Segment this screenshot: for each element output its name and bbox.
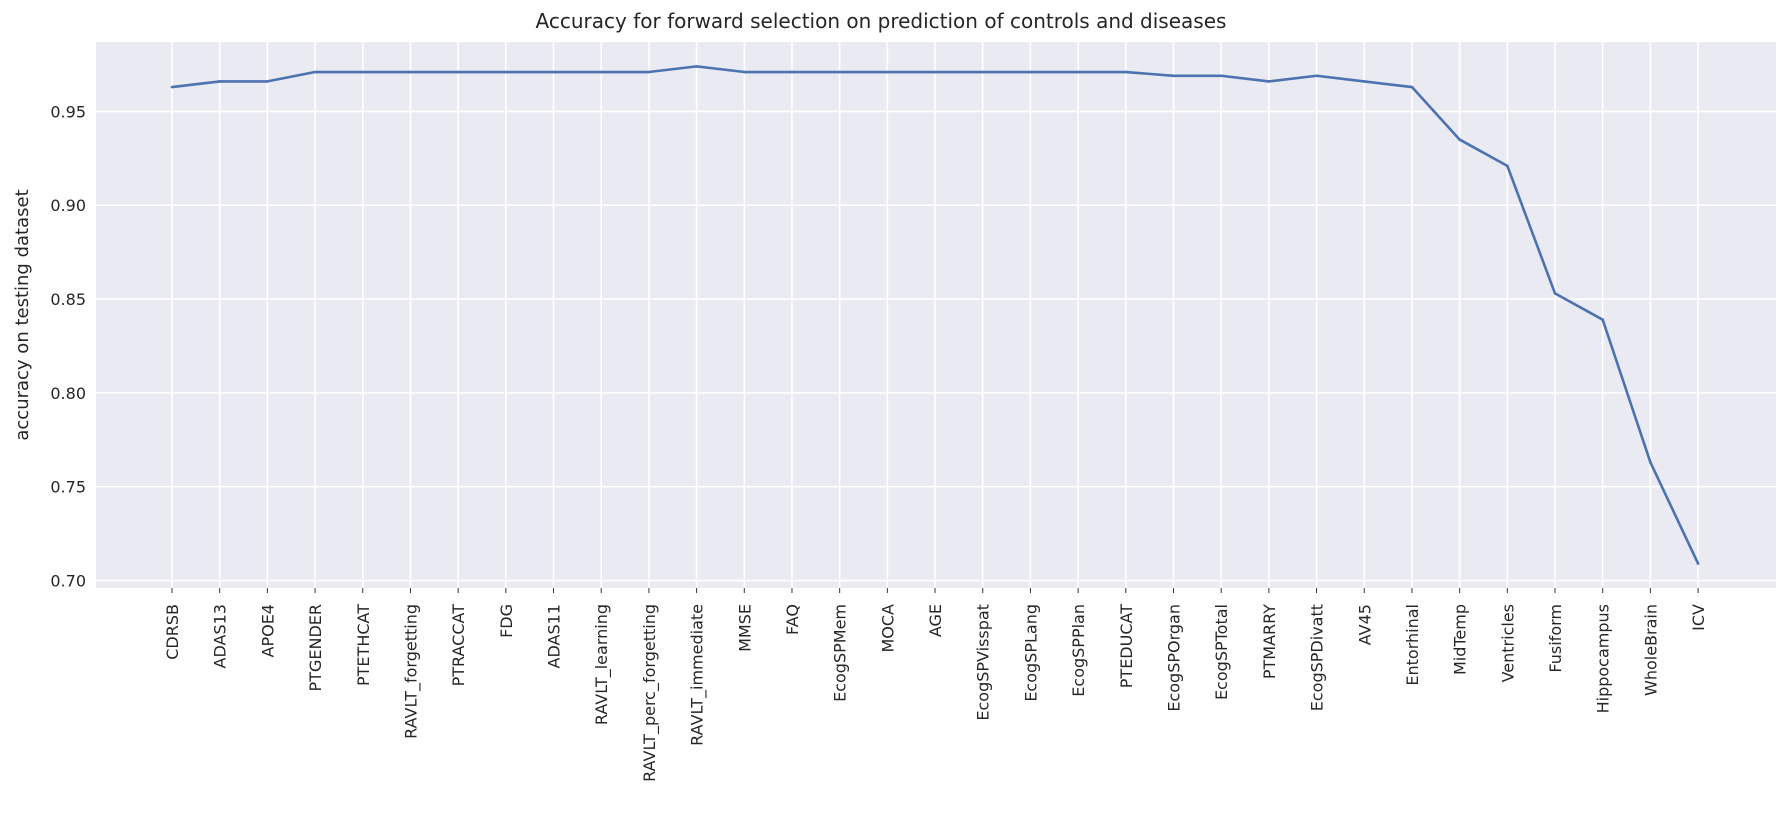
data-point	[1362, 80, 1366, 83]
x-tick-label: ADAS13	[211, 604, 230, 668]
data-point	[266, 80, 269, 83]
x-tick-label: RAVLT_perc_forgetting	[640, 604, 660, 782]
data-points	[170, 65, 1700, 565]
data-point	[1506, 164, 1509, 168]
data-point	[552, 70, 555, 74]
x-tick-label: FDG	[497, 604, 516, 638]
x-tick-label: EcogSPLang	[1021, 604, 1040, 702]
data-point	[409, 70, 412, 74]
grid-lines	[96, 42, 1776, 588]
data-point	[838, 70, 841, 74]
data-point	[1649, 460, 1652, 464]
data-point	[1076, 70, 1080, 74]
x-tick-label: PTRACCAT	[449, 604, 468, 687]
x-tick-label: EcogSPDivatt	[1308, 604, 1327, 711]
x-tick-label: MMSE	[735, 604, 754, 652]
y-tick-label: 0.95	[50, 102, 86, 121]
x-tick-label: Ventricles	[1498, 604, 1517, 682]
x-tick-label: ICV	[1689, 604, 1708, 631]
x-tick-label: RAVLT_immediate	[688, 604, 708, 746]
x-tick-label: EcogSPPlan	[1069, 604, 1088, 697]
data-point	[742, 70, 746, 74]
x-tick-label: PTMARRY	[1260, 604, 1279, 679]
x-tick-label: Hippocampus	[1594, 604, 1613, 713]
data-point	[933, 70, 937, 74]
data-point	[1267, 80, 1271, 83]
x-tick-label: EcogSPOrgan	[1164, 604, 1183, 712]
data-point	[1601, 318, 1604, 321]
x-tick-label: RAVLT_forgetting	[401, 604, 421, 739]
x-tick-label: Fusiform	[1546, 604, 1565, 673]
y-axis-label: accuracy on testing dataset	[12, 189, 33, 440]
data-point	[1219, 74, 1223, 78]
y-axis-ticks: 0.70 0.75 0.80 0.85 0.90 0.95	[50, 102, 86, 590]
data-point	[1124, 70, 1128, 74]
data-point	[361, 70, 365, 74]
x-tick-label: MidTemp	[1451, 604, 1470, 675]
plot-area	[96, 42, 1776, 588]
x-tick-label: EcogSPMem	[831, 604, 850, 702]
data-point	[981, 70, 985, 74]
y-tick-label: 0.70	[50, 571, 86, 590]
data-point	[790, 70, 794, 74]
data-point	[170, 85, 174, 89]
x-tick-label: EcogSPTotal	[1212, 604, 1231, 700]
x-tick-label: Entorhinal	[1403, 604, 1422, 686]
data-point	[504, 70, 508, 74]
data-point	[313, 70, 317, 74]
chart-title: Accuracy for forward selection on predic…	[536, 9, 1227, 33]
data-point	[218, 80, 221, 83]
x-tick-label: CDRSB	[163, 604, 182, 660]
x-tick-label: PTGENDER	[306, 604, 325, 691]
y-tick-label: 0.75	[50, 478, 86, 497]
x-tick-label: EcogSPVisspat	[974, 604, 993, 721]
data-point	[1410, 85, 1414, 89]
x-tick-label: RAVLT_learning	[592, 604, 612, 725]
x-tick-label: APOE4	[258, 604, 277, 657]
x-tick-label: FAQ	[783, 604, 802, 635]
data-point	[1458, 138, 1461, 141]
y-tick-label: 0.85	[50, 290, 86, 309]
x-tick-label: PTETHCAT	[354, 604, 373, 686]
x-tick-label: AGE	[926, 604, 945, 637]
data-point	[647, 70, 651, 74]
x-tick-label: PTEDUCAT	[1117, 604, 1136, 688]
data-point	[1172, 74, 1175, 78]
x-tick-label: WholeBrain	[1641, 604, 1660, 696]
y-tick-label: 0.80	[50, 384, 86, 403]
data-point	[456, 70, 460, 74]
data-point	[1553, 292, 1557, 295]
data-point	[1029, 70, 1032, 74]
x-tick-label: ADAS11	[545, 604, 564, 668]
data-point	[1696, 562, 1700, 565]
x-axis-ticks: CDRSB ADAS13 APOE4 PTGENDER PTETHCAT RAVLT_fo…	[163, 588, 1708, 782]
x-tick-label: MOCA	[878, 604, 897, 653]
data-point	[886, 70, 889, 74]
x-tick-label: AV45	[1355, 604, 1374, 645]
y-tick-label: 0.90	[50, 196, 86, 215]
data-point	[599, 70, 603, 74]
data-point	[695, 65, 698, 68]
data-point	[1315, 74, 1318, 78]
